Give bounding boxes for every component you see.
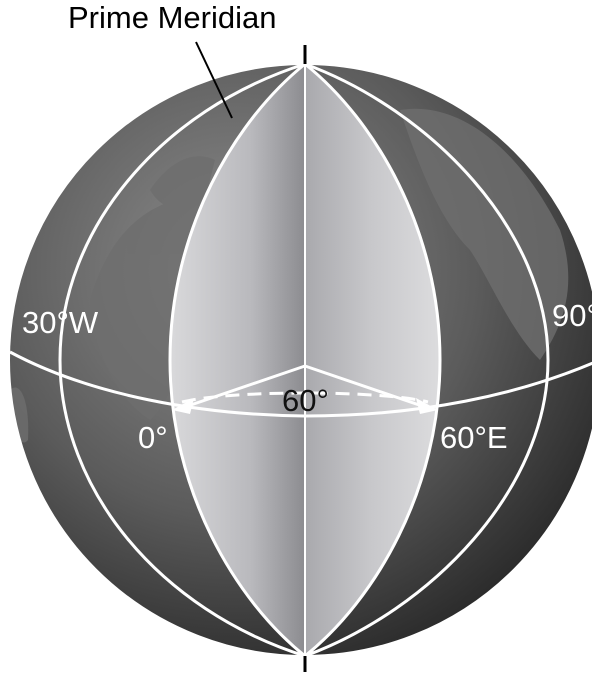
meridian-label: 30°W [22, 305, 99, 340]
prime-meridian-label: Prime Meridian [68, 0, 276, 35]
meridian-label: 0° [138, 420, 168, 455]
globe [8, 41, 592, 672]
angle-label: 60° [282, 383, 329, 418]
meridian-label: 90° [552, 298, 592, 333]
meridian-label: 60°E [440, 420, 508, 455]
